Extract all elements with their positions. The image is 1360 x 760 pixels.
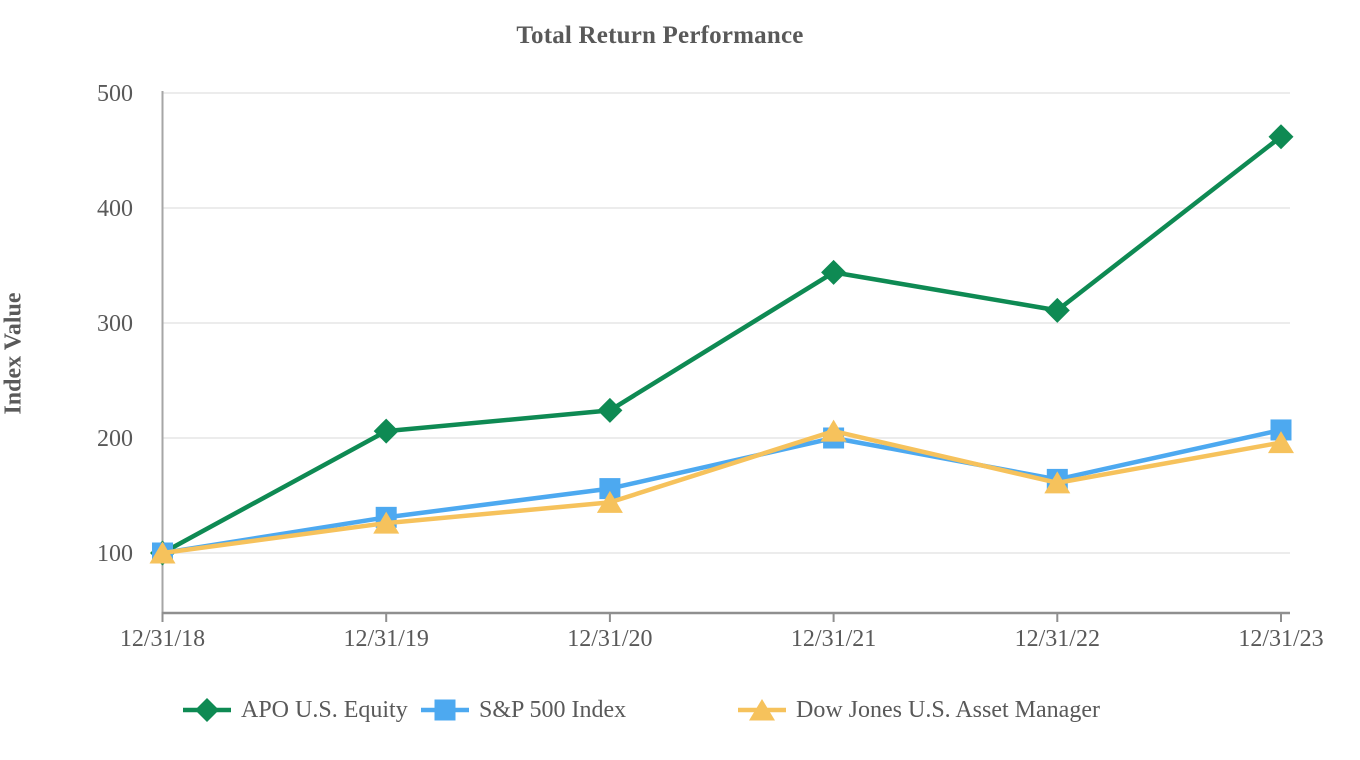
legend-marker-triangle-icon bbox=[738, 699, 786, 721]
x-tick-label: 12/31/20 bbox=[567, 626, 652, 652]
marker-apo-u-s-equity bbox=[821, 259, 847, 285]
legend-marker-diamond-icon bbox=[183, 698, 231, 722]
marker-dow-jones-u-s-asset-manager bbox=[820, 419, 847, 442]
marker-apo-u-s-equity bbox=[373, 418, 399, 444]
marker-dow-jones-u-s-asset-manager bbox=[596, 490, 623, 513]
legend-label: Dow Jones U.S. Asset Manager bbox=[796, 696, 1100, 723]
marker-dow-jones-u-s-asset-manager bbox=[1044, 471, 1071, 494]
y-tick-label: 400 bbox=[97, 196, 133, 222]
legend-item-sp-500-index: S&P 500 Index bbox=[420, 693, 626, 727]
chart-title: Total Return Performance bbox=[516, 22, 804, 49]
marker-s-p-500-index bbox=[1270, 419, 1292, 441]
marker-dow-jones-u-s-asset-manager bbox=[1268, 431, 1294, 454]
legend-label: APO U.S. Equity bbox=[241, 696, 408, 723]
marker-apo-u-s-equity bbox=[597, 397, 623, 423]
y-tick-label: 200 bbox=[97, 426, 133, 452]
legend-label: S&P 500 Index bbox=[479, 696, 627, 723]
series-line-dow-jones-u-s-asset-manager bbox=[162, 428, 1282, 556]
marker-dow-jones-u-s-asset-manager bbox=[373, 511, 400, 534]
marker-apo-u-s-equity bbox=[1268, 124, 1294, 150]
x-tick-label: 12/31/23 bbox=[1238, 626, 1323, 652]
x-tick-label: 12/31/18 bbox=[120, 626, 205, 652]
legend-marker-square-icon bbox=[421, 699, 469, 721]
y-tick-label: 300 bbox=[97, 311, 133, 337]
series-line-s-p-500-index bbox=[162, 427, 1282, 556]
marker-apo-u-s-equity bbox=[1044, 297, 1070, 323]
series-line-apo-u-s-equity bbox=[161, 134, 1283, 555]
x-tick-label: 12/31/19 bbox=[344, 626, 429, 652]
y-tick-label: 100 bbox=[97, 541, 133, 567]
y-tick-label: 500 bbox=[97, 81, 133, 107]
x-tick-label: 12/31/21 bbox=[791, 626, 876, 652]
marker-dow-jones-u-s-asset-manager bbox=[149, 541, 176, 564]
x-tick-label: 12/31/22 bbox=[1015, 626, 1100, 652]
marker-s-p-500-index bbox=[599, 478, 621, 500]
legend-item-apo-us-equity: APO U.S. Equity bbox=[182, 693, 408, 727]
legend-item-dow-jones-asset-manager: Dow Jones U.S. Asset Manager bbox=[737, 693, 1100, 727]
